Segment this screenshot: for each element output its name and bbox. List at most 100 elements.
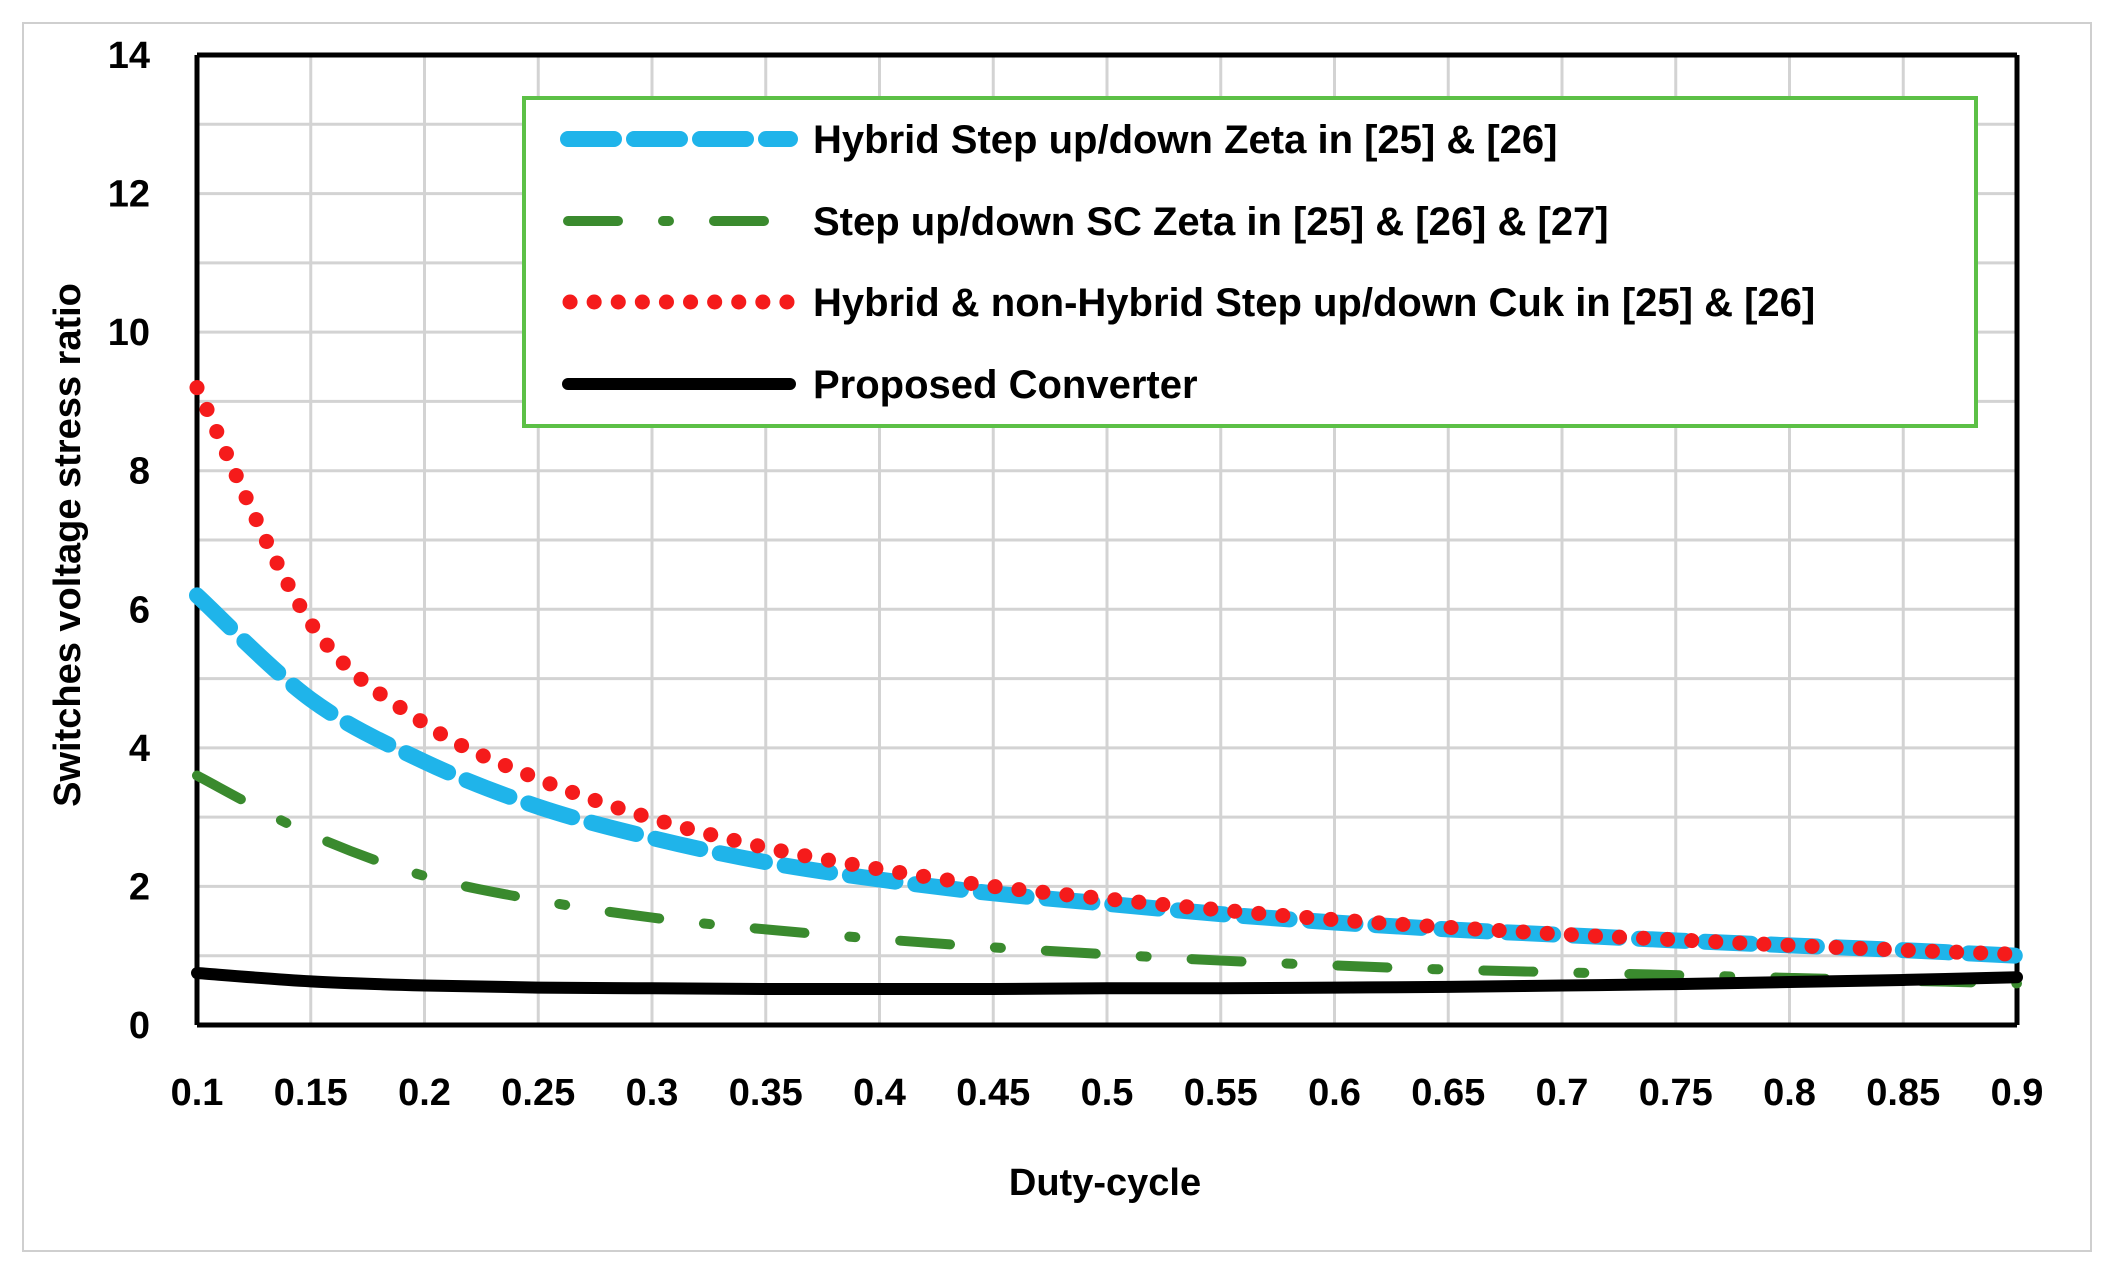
x-tick-label: 0.55 (1184, 1072, 1258, 1114)
data-point-s3-9 (1220, 987, 1222, 989)
legend: Hybrid Step up/down Zeta in [25] & [26] … (522, 96, 1978, 428)
data-point-s2-4 (651, 818, 653, 820)
data-point-s0-0 (196, 594, 198, 596)
x-tick-label: 0.3 (626, 1072, 679, 1114)
x-tick-label: 0.35 (729, 1072, 803, 1114)
x-tick-label: 0.4 (853, 1072, 906, 1114)
data-point-s0-6 (879, 879, 881, 881)
data-point-s3-2 (424, 985, 426, 987)
y-tick-label: 2 (129, 866, 150, 908)
data-point-s2-11 (1447, 926, 1449, 928)
data-point-s1-9 (1220, 960, 1222, 962)
data-point-s0-4 (651, 837, 653, 839)
data-point-s1-8 (1106, 953, 1108, 955)
x-tick-label: 0.9 (1991, 1072, 2044, 1114)
data-point-s1-16 (2016, 982, 2018, 984)
data-point-s3-4 (651, 987, 653, 989)
data-point-s0-11 (1447, 928, 1449, 930)
data-point-s3-6 (879, 988, 881, 990)
data-point-s2-10 (1334, 919, 1336, 921)
data-point-s1-0 (196, 775, 198, 777)
data-point-s3-13 (1675, 983, 1677, 985)
x-tick-label: 0.85 (1866, 1072, 1940, 1114)
data-point-s3-11 (1447, 986, 1449, 988)
y-tick-label: 0 (129, 1005, 150, 1047)
series-line-2 (189, 380, 2025, 962)
y-tick-labels: 0 2 4 6 8 10 12 14 (108, 35, 150, 1047)
series-line-1 (192, 770, 2022, 989)
data-point-s2-5 (765, 847, 767, 849)
data-point-s3-3 (537, 987, 539, 989)
x-tick-label: 0.6 (1308, 1072, 1361, 1114)
data-point-s0-1 (310, 698, 312, 700)
data-point-s2-16 (2016, 953, 2018, 955)
y-axis-title: Switches voltage stress ratio (47, 283, 89, 807)
data-point-s1-10 (1334, 964, 1336, 966)
y-tick-label: 12 (108, 174, 150, 216)
data-point-s3-14 (1789, 981, 1791, 983)
x-tick-label: 0.75 (1639, 1072, 1713, 1114)
x-tick-label: 0.1 (171, 1072, 224, 1114)
data-point-s0-10 (1334, 921, 1336, 923)
data-point-s0-9 (1220, 913, 1222, 915)
data-point-s3-8 (1106, 987, 1108, 989)
data-point-s3-15 (1902, 979, 1904, 981)
data-point-s1-2 (424, 875, 426, 877)
data-point-s1-1 (310, 833, 312, 835)
data-point-s2-14 (1789, 944, 1791, 946)
data-point-s2-7 (992, 885, 994, 887)
data-point-s2-13 (1675, 939, 1677, 941)
series-line-3 (191, 967, 2023, 996)
data-point-s3-0 (196, 972, 198, 974)
x-axis-title: Duty-cycle (1009, 1162, 1201, 1204)
x-tick-label: 0.25 (501, 1072, 575, 1114)
x-tick-label: 0.7 (1536, 1072, 1589, 1114)
x-tick-label: 0.5 (1081, 1072, 1134, 1114)
data-point-s1-12 (1561, 971, 1563, 973)
data-point-s3-7 (992, 988, 994, 990)
data-point-s2-0 (196, 387, 198, 389)
data-point-s3-12 (1561, 985, 1563, 987)
y-tick-label: 10 (108, 312, 150, 354)
data-point-s3-1 (310, 980, 312, 982)
y-tick-label: 8 (129, 451, 150, 493)
legend-label-sc-zeta: Step up/down SC Zeta in [25] & [26] & [2… (813, 200, 1609, 244)
legend-box (522, 96, 1978, 428)
data-point-s0-3 (537, 806, 539, 808)
y-tick-label: 4 (129, 728, 150, 770)
data-point-s2-9 (1220, 909, 1222, 911)
data-point-s0-7 (992, 892, 994, 894)
data-point-s1-3 (537, 899, 539, 901)
data-point-s3-10 (1334, 987, 1336, 989)
data-point-s1-5 (765, 928, 767, 930)
axes (194, 52, 2020, 1028)
x-tick-label: 0.65 (1411, 1072, 1485, 1114)
series-lines (189, 380, 2025, 996)
data-point-s0-5 (765, 861, 767, 863)
data-point-s2-2 (424, 723, 426, 725)
y-tick-label: 14 (108, 35, 150, 77)
data-point-s1-6 (879, 938, 881, 940)
data-point-s0-2 (424, 761, 426, 763)
x-tick-label: 0.45 (956, 1072, 1030, 1114)
data-point-s2-6 (879, 868, 881, 870)
data-point-s1-4 (651, 917, 653, 919)
legend-label-cuk: Hybrid & non-Hybrid Step up/down Cuk in … (813, 281, 1815, 325)
x-tick-label: 0.15 (274, 1072, 348, 1114)
data-point-s1-13 (1675, 974, 1677, 976)
series-line-0 (189, 587, 2025, 964)
data-point-s1-14 (1789, 977, 1791, 979)
data-point-s0-8 (1106, 903, 1108, 905)
data-point-s2-3 (537, 778, 539, 780)
data-point-s2-1 (310, 622, 312, 624)
x-tick-label: 0.8 (1763, 1072, 1816, 1114)
x-tick-labels: 0.1 0.15 0.2 0.25 0.3 0.35 0.4 0.45 0.5 0.55 0.6 0.… (171, 1072, 2044, 1114)
data-point-s3-16 (2016, 976, 2018, 978)
legend-label-hybrid-zeta: Hybrid Step up/down Zeta in [25] & [26] (813, 118, 1558, 162)
data-point-s2-12 (1561, 933, 1563, 935)
data-point-s1-11 (1447, 969, 1449, 971)
data-point-s1-7 (992, 946, 994, 948)
x-tick-label: 0.2 (398, 1072, 451, 1114)
legend-label-proposed: Proposed Converter (813, 363, 1198, 407)
